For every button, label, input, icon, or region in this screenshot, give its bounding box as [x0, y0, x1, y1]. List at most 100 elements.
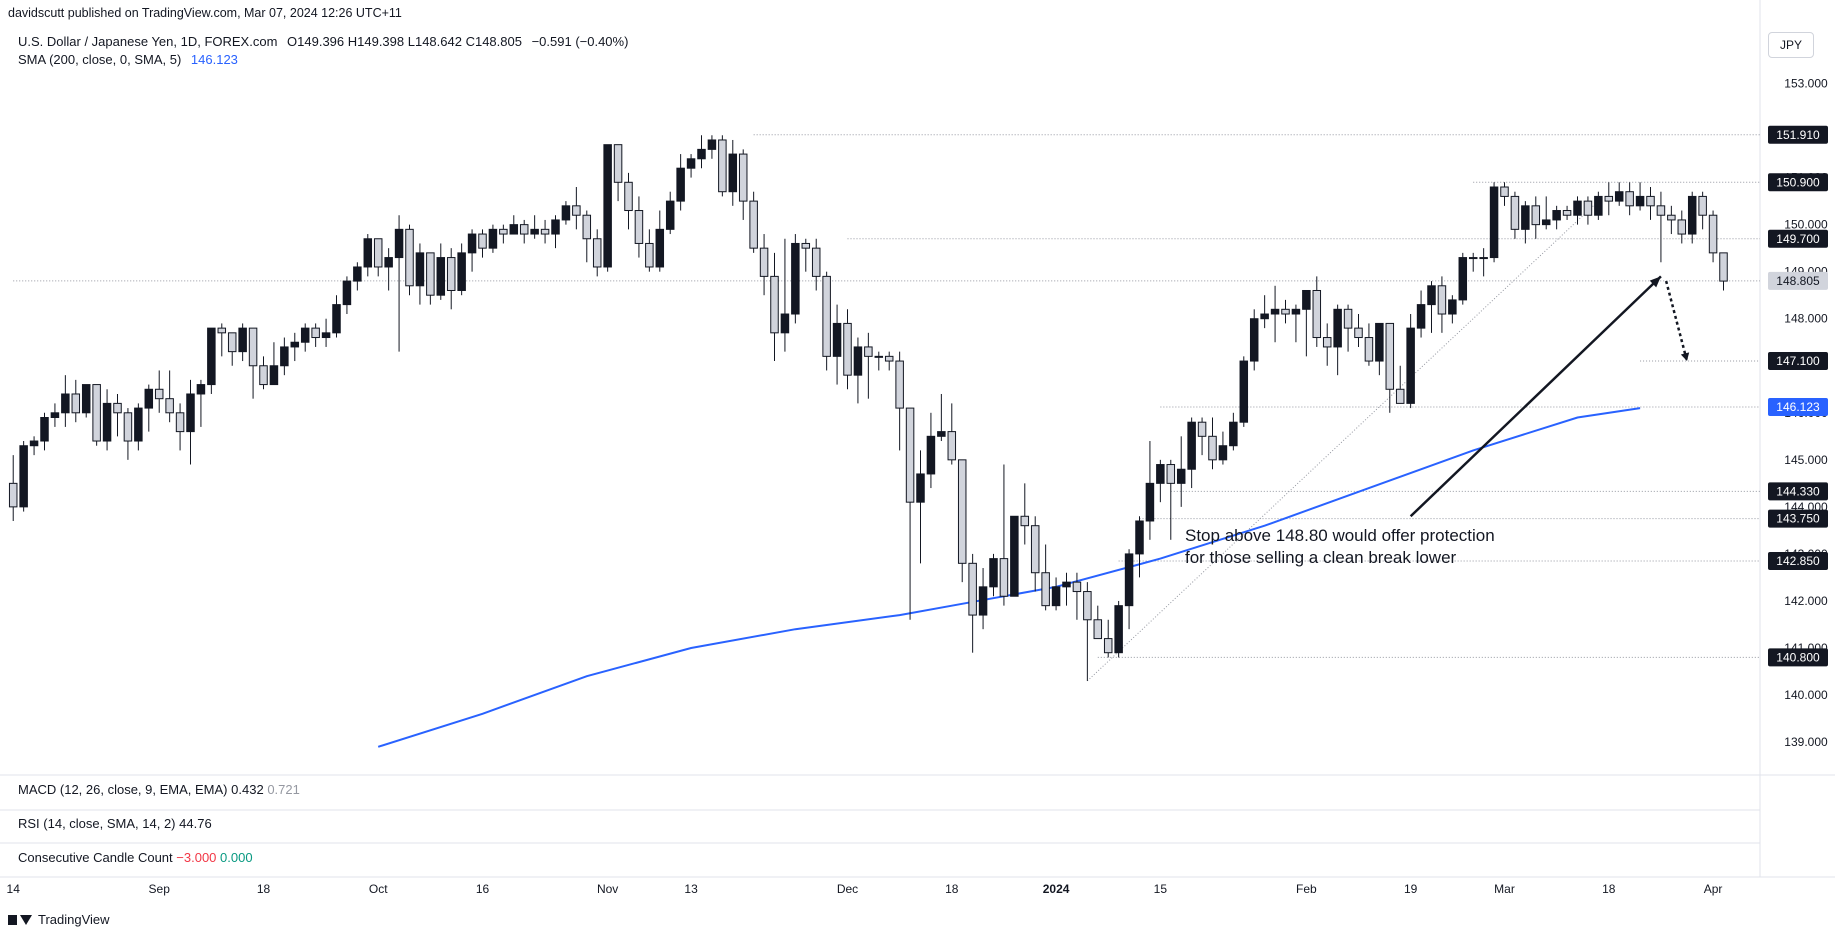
price-tag-box: [1768, 229, 1828, 248]
candle: [1375, 322, 1384, 376]
candle-body: [1614, 191, 1624, 202]
candle: [1698, 191, 1707, 230]
rsi-legend[interactable]: RSI (14, close, SMA, 14, 2) 44.76: [18, 816, 212, 831]
candle-body: [1302, 289, 1311, 310]
time-tick-label: 2024: [1043, 882, 1070, 896]
candle-body: [1448, 299, 1457, 315]
price-tick-label: 140.000: [1784, 688, 1828, 702]
candle-body: [61, 393, 70, 414]
candle: [1156, 459, 1165, 503]
candle: [113, 393, 122, 437]
candle-body: [394, 228, 404, 259]
publisher-line: davidscutt published on TradingView.com,…: [8, 6, 402, 20]
candle: [1531, 196, 1541, 239]
candle: [227, 332, 237, 366]
candle-body: [697, 148, 706, 160]
symbol-legend: U.S. Dollar / Japanese Yen, 1D, FOREX.co…: [18, 34, 634, 49]
candle-body: [1156, 464, 1165, 484]
candle-body: [895, 360, 904, 409]
candle-body: [1719, 252, 1728, 282]
candle-body: [1114, 605, 1123, 654]
candle-body: [227, 332, 237, 353]
candle-body: [1312, 289, 1322, 339]
candle: [1677, 210, 1687, 244]
candle: [1302, 289, 1311, 357]
candle-body: [1176, 468, 1186, 484]
candle-body: [300, 327, 310, 343]
macd-legend[interactable]: MACD (12, 26, close, 9, EMA, EMA) 0.432 …: [18, 782, 300, 797]
candle: [1312, 276, 1322, 347]
candle-body: [937, 431, 946, 437]
price-tag-box: [1768, 509, 1828, 528]
candle: [19, 441, 28, 512]
candle: [1249, 309, 1259, 371]
candle: [1719, 252, 1728, 291]
candle-body: [916, 473, 925, 503]
candle-body: [561, 205, 571, 221]
candle: [1625, 182, 1634, 216]
chart-grid: [0, 0, 1835, 878]
candle-body: [728, 153, 738, 193]
candle-body: [686, 158, 696, 169]
candle-body: [426, 252, 435, 296]
candle-body: [864, 346, 873, 357]
candle-body: [499, 228, 508, 235]
candle: [1552, 205, 1561, 230]
target-arrow-line: [1664, 280, 1689, 362]
candle-body: [165, 398, 174, 414]
candle: [978, 568, 988, 630]
trendline: [1087, 200, 1599, 682]
candle: [1281, 299, 1290, 324]
candle: [123, 408, 133, 460]
candle-body: [947, 431, 957, 461]
candle: [71, 379, 81, 423]
price-tag-label: 142.850: [1776, 554, 1820, 568]
candle: [1114, 600, 1123, 658]
candle-body: [1427, 285, 1436, 306]
candle: [384, 248, 393, 291]
candle: [791, 234, 800, 324]
candle-body: [1677, 219, 1687, 235]
candle-body: [770, 275, 779, 334]
candle: [916, 450, 925, 564]
candle: [655, 210, 665, 272]
candle-body: [634, 210, 644, 244]
candle-body: [280, 346, 289, 367]
currency-button[interactable]: JPY: [1768, 32, 1814, 58]
candle: [1041, 544, 1050, 611]
price-tag-box: [1768, 551, 1828, 570]
candle: [238, 323, 247, 362]
candle: [154, 370, 164, 413]
candle: [645, 229, 654, 272]
candle: [1541, 196, 1551, 230]
candle-body: [853, 346, 863, 376]
candle-body: [1687, 195, 1697, 235]
candle: [478, 229, 487, 258]
tradingview-footer[interactable]: TradingView: [8, 912, 110, 927]
price-tag-box: [1768, 271, 1828, 290]
candle-body: [749, 200, 758, 249]
macd-signal: 0.721: [267, 782, 300, 797]
trendline-segment: [1087, 200, 1599, 682]
candle-body: [102, 402, 112, 442]
candle-body: [645, 242, 654, 268]
candle: [1458, 252, 1468, 305]
candle-body: [1062, 581, 1071, 588]
sma-line: [377, 407, 1641, 748]
candle-body: [269, 365, 279, 386]
candle: [259, 356, 268, 390]
price-tag-box: [1768, 482, 1828, 501]
candle: [1416, 290, 1426, 338]
candle-body: [1135, 520, 1144, 555]
candle-body: [196, 384, 206, 395]
candle: [207, 327, 216, 394]
ccc-legend[interactable]: Consecutive Candle Count −3.000 0.000: [18, 850, 253, 865]
candle-body: [551, 219, 560, 235]
candle: [1427, 281, 1436, 333]
price-tag-label: 143.750: [1776, 512, 1820, 526]
candle: [405, 224, 414, 296]
candle-body: [1281, 308, 1290, 315]
sma-200-line: [377, 407, 1641, 748]
candle-body: [415, 252, 425, 287]
